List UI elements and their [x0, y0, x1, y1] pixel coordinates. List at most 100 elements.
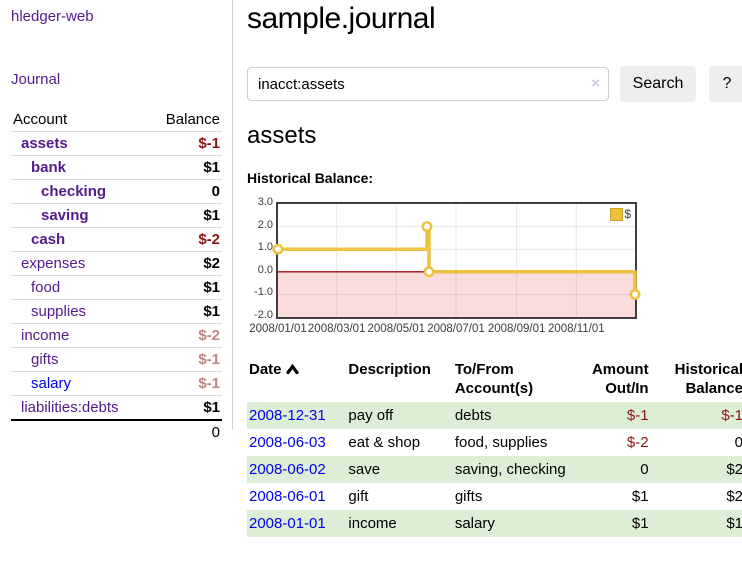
description-column-header: Description: [348, 361, 431, 378]
chart-canvas: [272, 204, 641, 317]
account-link-saving[interactable]: saving: [41, 207, 89, 224]
account-link-bank[interactable]: bank: [31, 159, 67, 176]
account-balance: $-1: [148, 371, 222, 396]
account-balance-table: Account Balance assets $-1 bank $1 check…: [11, 108, 222, 444]
transaction-date-link[interactable]: 2008-06-03: [249, 434, 326, 451]
account-balance: $-1: [148, 347, 222, 372]
y-tick-label: 0.0: [257, 264, 273, 276]
transaction-description: eat & shop: [348, 434, 421, 451]
transaction-accounts: debts: [454, 407, 492, 424]
help-button[interactable]: ?: [709, 66, 742, 102]
date-column-header[interactable]: Date: [247, 358, 346, 402]
sort-ascending-icon: [285, 361, 299, 380]
clear-search-icon[interactable]: ×: [591, 75, 600, 92]
account-link-supplies[interactable]: supplies: [31, 303, 87, 320]
account-link-gifts[interactable]: gifts: [31, 351, 59, 368]
account-balance: $1: [148, 203, 222, 228]
account-balance: $2: [148, 251, 222, 276]
account-balance: $-2: [148, 227, 222, 252]
transaction-description: income: [348, 515, 397, 532]
account-balance: 0: [148, 179, 222, 204]
account-row-income: income $-2: [11, 323, 222, 348]
account-row-cash: cash $-2: [11, 227, 222, 252]
account-header-line2: Account(s): [454, 380, 534, 397]
account-balance: $-2: [148, 323, 222, 348]
transaction-amount: $-1: [626, 407, 649, 424]
account-row-saving: saving $1: [11, 203, 222, 228]
account-row-liabilities-debts: liabilities:debts $1: [11, 395, 222, 421]
y-tick-label: 2.0: [257, 219, 273, 231]
transaction-description: save: [348, 461, 381, 478]
account-table-header: Account Balance: [11, 108, 222, 132]
x-tick-label: 2008/07/01: [427, 323, 485, 335]
transaction-balance: $2: [726, 488, 742, 505]
transaction-date-link[interactable]: 2008-12-31: [249, 407, 326, 424]
amount-header-line1: Amount: [591, 361, 649, 378]
transaction-accounts: food, supplies: [454, 434, 548, 451]
account-link-salary[interactable]: salary: [31, 375, 72, 392]
account-column-header: To/From Account(s): [453, 358, 570, 402]
sidebar-item-journal[interactable]: Journal: [11, 71, 61, 88]
search-form: × Search ?: [247, 66, 742, 102]
account-link-assets[interactable]: assets: [21, 135, 68, 152]
transaction-balance: $1: [726, 515, 742, 532]
accounts-total: 0: [148, 419, 222, 444]
register-header-row: Date Description To/From Account(s) Amou…: [247, 358, 742, 402]
search-box: ×: [247, 67, 609, 101]
account-link-cash[interactable]: cash: [31, 231, 66, 248]
transaction-amount: $-2: [626, 434, 649, 451]
account-heading: assets: [247, 122, 317, 149]
sidebar: hledger-web Journal Account Balance asse…: [0, 0, 233, 444]
transaction-accounts: gifts: [454, 488, 483, 505]
app-title-link[interactable]: hledger-web: [11, 8, 94, 25]
transaction-date-link[interactable]: 2008-01-01: [249, 515, 326, 532]
negative-region-fill: [278, 271, 635, 317]
transaction-row[interactable]: 2008-06-01 gift gifts $1 $2: [247, 483, 742, 510]
transaction-row[interactable]: 2008-06-03 eat & shop food, supplies $-2…: [247, 429, 742, 456]
search-input[interactable]: [247, 67, 609, 101]
account-link-liabilities-debts[interactable]: liabilities:debts: [21, 399, 119, 416]
account-link-expenses[interactable]: expenses: [21, 255, 86, 272]
transaction-row[interactable]: 2008-06-02 save saving, checking 0 $2: [247, 456, 742, 483]
transaction-date-link[interactable]: 2008-06-01: [249, 488, 326, 505]
transaction-description: gift: [348, 488, 369, 505]
x-tick-label: 2008/05/01: [367, 323, 426, 335]
account-link-income[interactable]: income: [21, 327, 70, 344]
account-balance: $1: [148, 299, 222, 324]
transaction-balance: $2: [726, 461, 742, 478]
amount-header-line2: Out/In: [605, 380, 649, 397]
y-tick-label: -2.0: [254, 309, 273, 321]
page-title: sample.journal: [247, 2, 436, 35]
account-link-food[interactable]: food: [31, 279, 61, 296]
balance-header-line1: Historical: [674, 361, 742, 378]
chart-plot-area[interactable]: $: [272, 202, 641, 319]
y-tick-label: 3.0: [257, 196, 273, 208]
data-point-markers: [272, 221, 641, 300]
transaction-accounts: saving, checking: [454, 461, 566, 478]
transaction-date-link[interactable]: 2008-06-02: [249, 461, 326, 478]
transaction-balance: 0: [734, 434, 742, 451]
transaction-row[interactable]: 2008-01-01 income salary $1 $1: [247, 510, 742, 537]
chart-caption: Historical Balance:: [247, 170, 374, 186]
x-tick-label: 2008/01/01: [249, 323, 307, 335]
account-row-bank: bank $1: [11, 155, 222, 180]
balance-header-line2: Balance: [685, 380, 742, 397]
transaction-amount: $1: [631, 515, 649, 532]
y-tick-label: -1.0: [254, 286, 273, 298]
historical-balance-chart: 3.0 2.0 1.0 0.0 -1.0 -2.0: [247, 196, 742, 340]
account-row-food: food $1: [11, 275, 222, 300]
transaction-description: pay off: [348, 407, 394, 424]
x-tick-label: 2008/09/01: [487, 323, 546, 335]
account-row-gifts: gifts $-1: [11, 347, 222, 372]
account-link-checking[interactable]: checking: [41, 183, 107, 200]
transaction-accounts: salary: [454, 515, 495, 532]
account-row-checking: checking 0: [11, 179, 222, 204]
transaction-row[interactable]: 2008-12-31 pay off debts $-1 $-1: [247, 402, 742, 429]
search-button[interactable]: Search: [620, 66, 696, 102]
balance-column-header: Historical Balance: [651, 358, 742, 402]
x-tick-label: 2008/03/01: [307, 323, 366, 335]
y-tick-label: 1.0: [257, 241, 273, 253]
transaction-amount: $1: [631, 488, 649, 505]
balance-column-header: Balance: [148, 108, 222, 132]
x-tick-label: 2008/11/01: [547, 323, 605, 335]
